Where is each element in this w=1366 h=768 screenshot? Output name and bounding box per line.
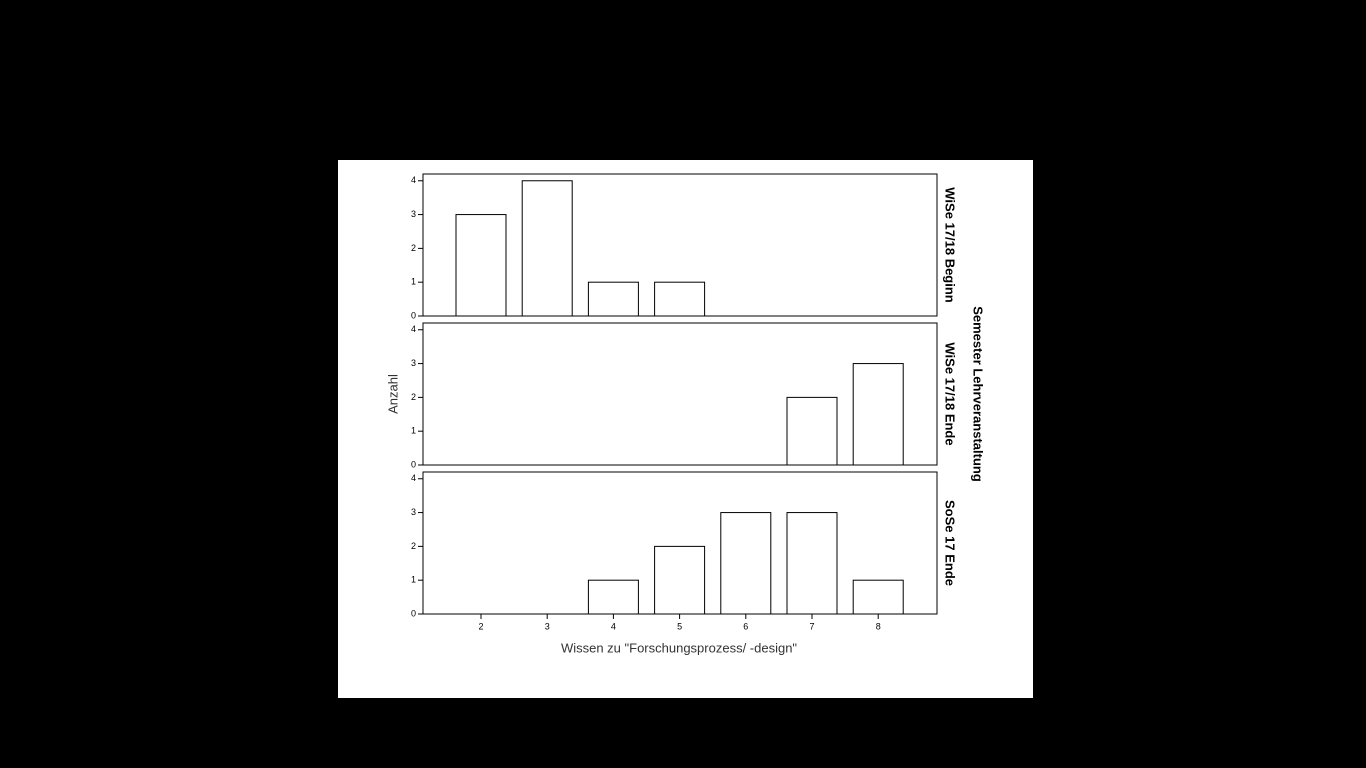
y-tick-label: 3 <box>411 209 416 219</box>
y-tick-label: 0 <box>411 608 416 618</box>
panel-group-title: Semester Lehrveranstaltung <box>971 306 986 482</box>
plot-frame <box>422 322 938 466</box>
bar <box>720 512 772 615</box>
x-tick-label: 5 <box>677 621 682 631</box>
bar <box>786 396 838 466</box>
x-tick-label: 4 <box>611 621 616 631</box>
bar <box>654 545 706 615</box>
bar <box>852 579 904 615</box>
x-tick-label: 8 <box>876 621 881 631</box>
bar <box>587 281 639 317</box>
y-tick-label: 2 <box>411 541 416 551</box>
x-tick-label: 2 <box>478 621 483 631</box>
panel-label: SoSe 17 Ende <box>943 500 958 586</box>
y-axis-label: Anzahl <box>385 374 400 414</box>
y-tick-label: 2 <box>411 243 416 253</box>
x-tick-label: 7 <box>809 621 814 631</box>
y-tick-label: 2 <box>411 392 416 402</box>
bar <box>587 579 639 615</box>
bar <box>654 281 706 317</box>
y-tick-label: 4 <box>411 324 416 334</box>
bar <box>521 180 573 317</box>
y-tick-label: 1 <box>411 277 416 287</box>
y-tick-label: 4 <box>411 175 416 185</box>
x-tick-label: 3 <box>545 621 550 631</box>
x-tick-label: 6 <box>743 621 748 631</box>
bar <box>786 512 838 615</box>
y-tick-label: 3 <box>411 507 416 517</box>
x-axis-label: Wissen zu "Forschungsprozess/ -design" <box>561 640 797 655</box>
panel-label: WiSe 17/18 Beginn <box>943 187 958 303</box>
bar <box>852 363 904 466</box>
y-tick-label: 0 <box>411 310 416 320</box>
y-tick-label: 3 <box>411 358 416 368</box>
y-tick-label: 0 <box>411 459 416 469</box>
panel-label: WiSe 17/18 Ende <box>943 342 958 445</box>
bar <box>455 214 507 317</box>
chart-background <box>338 160 1033 698</box>
y-tick-label: 4 <box>411 473 416 483</box>
y-tick-label: 1 <box>411 575 416 585</box>
y-tick-label: 1 <box>411 426 416 436</box>
